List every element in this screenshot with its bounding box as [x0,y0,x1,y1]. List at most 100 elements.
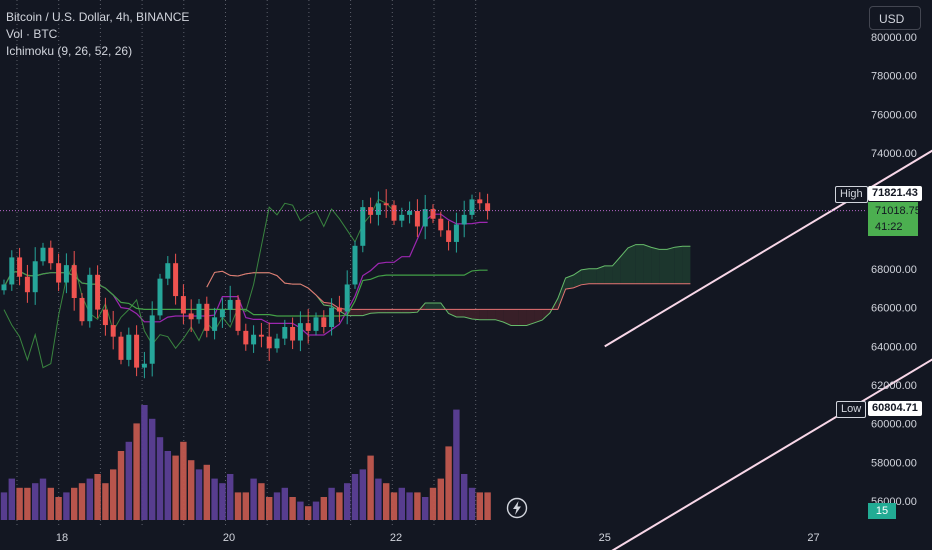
price-tick-label: 64000.00 [871,341,917,353]
price-tick-label: 60000.00 [871,419,917,431]
candle-body [375,203,381,215]
cloud-segment [425,302,433,310]
candle-body [305,323,311,331]
volume-bar [390,492,398,520]
cloud-segment [565,274,574,290]
volume-bar [188,460,195,520]
volume-bar [102,483,109,520]
trend-channel-drawings [0,149,932,550]
cloud-segment [620,247,628,284]
volume-bar [234,492,242,520]
candle-body [157,278,163,316]
candle-body [422,209,428,227]
time-tick-label: 20 [223,532,235,544]
volume-bar [258,483,265,520]
candle-body [453,224,459,242]
cloud-segment [487,309,496,320]
candle-body [24,276,30,293]
candle-body [95,274,101,310]
volume-bar [468,487,476,520]
candle-body [243,330,249,345]
candle-body [165,263,171,279]
volume-bar [250,478,257,520]
cloud-segment [503,309,511,326]
cloud-segment [573,269,582,288]
lightning-icon[interactable] [506,497,528,519]
price-tick-label: 74000.00 [871,148,917,160]
candle-body [180,296,186,314]
cloud-segment [362,309,371,316]
candle-body [118,336,124,360]
ichimoku-indicator-label[interactable]: Ichimoku (9, 26, 52, 26) [6,44,133,58]
volume-bar [242,492,249,520]
volume-bar [476,492,483,520]
cloud-segment [628,244,636,284]
candle-body [368,207,374,215]
candle-body [438,218,444,231]
chart-grid [16,0,477,525]
volume-bar [8,478,15,520]
volume-bar [320,497,327,520]
time-tick-label: 22 [390,532,402,544]
candle-body [32,261,38,293]
chart-legend: Bitcoin / U.S. Dollar, 4h, BINANCE Vol ·… [6,9,189,60]
volume-bar [141,405,148,520]
volume-bar [305,506,312,520]
volume-bar [219,483,226,520]
price-candles [1,189,491,379]
candle-body [282,327,288,339]
cloud-segment [448,309,457,317]
cloud-segment [518,309,527,326]
price-tick-label: 58000.00 [871,457,917,469]
channel-lower-line [611,358,932,550]
candle-body [188,313,194,320]
volume-bar [125,441,132,520]
currency-button[interactable]: USD [869,6,921,30]
volume-bar [312,501,320,520]
volume-indicator-label[interactable]: Vol · BTC [6,27,58,41]
volume-bar [484,492,491,520]
cloud-segment [370,309,379,314]
volume-bar [164,451,171,520]
candle-body [235,299,241,331]
chikou-span-line [3,198,395,369]
candle-body [48,247,54,264]
candle-body [414,211,420,227]
candle-body [134,334,140,368]
volume-bar [149,418,156,520]
volume-bar [297,501,304,520]
volume-bar [437,478,444,520]
cloud-segment [604,265,613,284]
price-tick-label: 62000.00 [871,380,917,392]
bar-countdown: 41:22 [875,221,903,233]
cloud-segment [542,309,550,321]
cloud-segment [378,309,387,313]
time-tick-label: 18 [56,532,68,544]
cloud-segment [495,309,504,323]
symbol-title[interactable]: Bitcoin / U.S. Dollar, 4h, BINANCE [6,10,190,24]
candle-body [344,284,350,312]
volume-bar [429,487,437,520]
candle-body [1,284,7,291]
last-price-value: 71018.75 [875,205,921,217]
volume-bar [0,492,8,520]
volume-bar [94,474,101,520]
price-tick-label: 68000.00 [871,264,917,276]
volume-bar [24,487,31,520]
time-tick-label: 27 [807,532,819,544]
volume-bar [172,455,179,520]
low-value: 60804.71 [868,401,922,416]
candle-body [329,307,335,327]
volume-bar [63,492,70,520]
volume-bar [211,478,218,520]
volume-bar [375,478,382,520]
candle-body [313,317,319,331]
candle-body [9,257,15,285]
candle-body [56,263,62,283]
volume-bars [0,405,491,520]
volume-bar [55,497,62,520]
candle-body [407,211,413,215]
volume-bar [110,469,117,520]
candle-body [79,298,85,322]
